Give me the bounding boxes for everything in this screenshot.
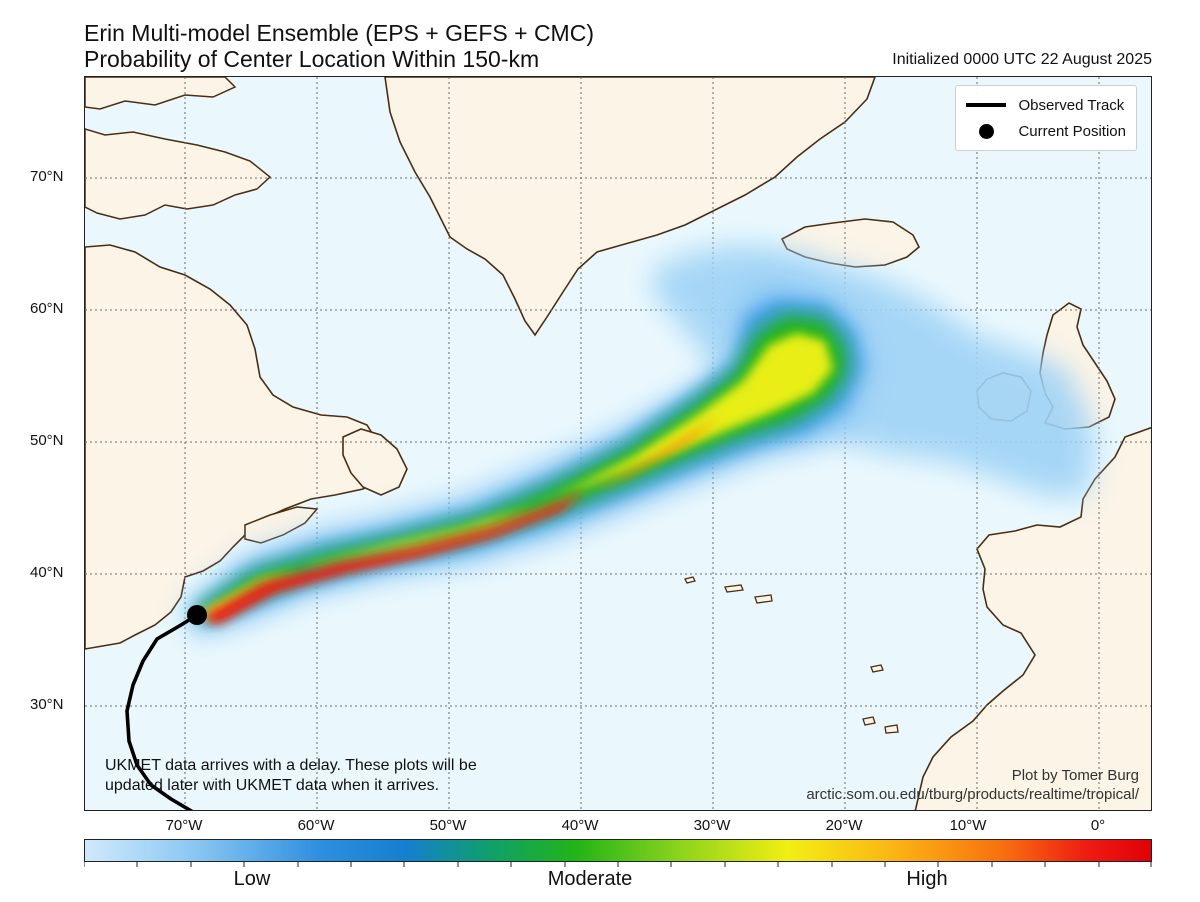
nova-scotia-land — [244, 506, 319, 544]
canary-islands — [862, 716, 899, 734]
legend-track-entry: Observed Track — [966, 92, 1126, 118]
colorbar-moderate-label: Moderate — [547, 868, 633, 890]
position-dot-icon — [966, 123, 1006, 139]
observed-track — [125, 613, 199, 810]
colorbar-ticks — [84, 862, 1152, 867]
lon-label-70w: 70°W — [165, 817, 203, 834]
track-line-icon — [966, 103, 1007, 107]
greenland-land — [384, 77, 876, 337]
init-time: Initialized 0000 UTC 22 August 2025 — [892, 51, 1152, 68]
europe-africa-land — [914, 426, 1151, 810]
lat-label-50n: 50°N — [30, 432, 64, 449]
baffin-land — [85, 128, 272, 220]
map-panel[interactable]: Observed Track Current Position UKMET da… — [84, 76, 1152, 811]
lat-label-70n: 70°N — [30, 168, 64, 185]
map-canvas — [85, 77, 1151, 810]
legend-position-entry: Current Position — [966, 118, 1126, 144]
legend-track-label: Observed Track — [1018, 96, 1125, 114]
credit-url[interactable]: arctic.som.ou.edu/tburg/products/realtim… — [806, 786, 1139, 803]
ukmet-note: UKMET data arrives with a delay. These p… — [105, 756, 585, 796]
lon-label-20w: 20°W — [825, 817, 863, 834]
lon-label-30w: 30°W — [693, 817, 731, 834]
azores-islands — [684, 576, 773, 604]
lon-label-50w: 50°W — [429, 817, 467, 834]
lon-label-10w: 10°W — [949, 817, 987, 834]
lon-label-60w: 60°W — [297, 817, 335, 834]
colorbar-low-label: Low — [233, 868, 271, 890]
lat-label-60n: 60°N — [30, 300, 64, 317]
lon-label-0: 0° — [1090, 817, 1106, 834]
plot-credit: Plot by Tomer Burg arctic.som.ou.edu/tbu… — [806, 766, 1139, 804]
credit-author: Plot by Tomer Burg — [1011, 767, 1139, 784]
ukmet-note-line1: UKMET data arrives with a delay. These p… — [105, 757, 477, 774]
map-legend: Observed Track Current Position — [955, 85, 1137, 151]
newfoundland-land — [342, 428, 408, 496]
northern-island-land — [85, 77, 237, 110]
lat-label-30n: 30°N — [30, 696, 64, 713]
lon-label-40w: 40°W — [561, 817, 599, 834]
chart-title: Erin Multi-model Ensemble (EPS + GEFS + … — [84, 20, 594, 46]
probability-colorbar — [84, 839, 1152, 862]
colorbar-high-label: High — [906, 868, 948, 890]
current-position-marker[interactable] — [187, 605, 207, 625]
madeira-islands — [870, 664, 884, 673]
probability-swath — [185, 245, 1095, 637]
legend-position-label: Current Position — [1018, 122, 1126, 140]
ukmet-note-line2: updated later with UKMET data when it ar… — [105, 777, 440, 794]
lat-label-40n: 40°N — [30, 564, 64, 581]
chart-subtitle: Probability of Center Location Within 15… — [84, 46, 540, 72]
